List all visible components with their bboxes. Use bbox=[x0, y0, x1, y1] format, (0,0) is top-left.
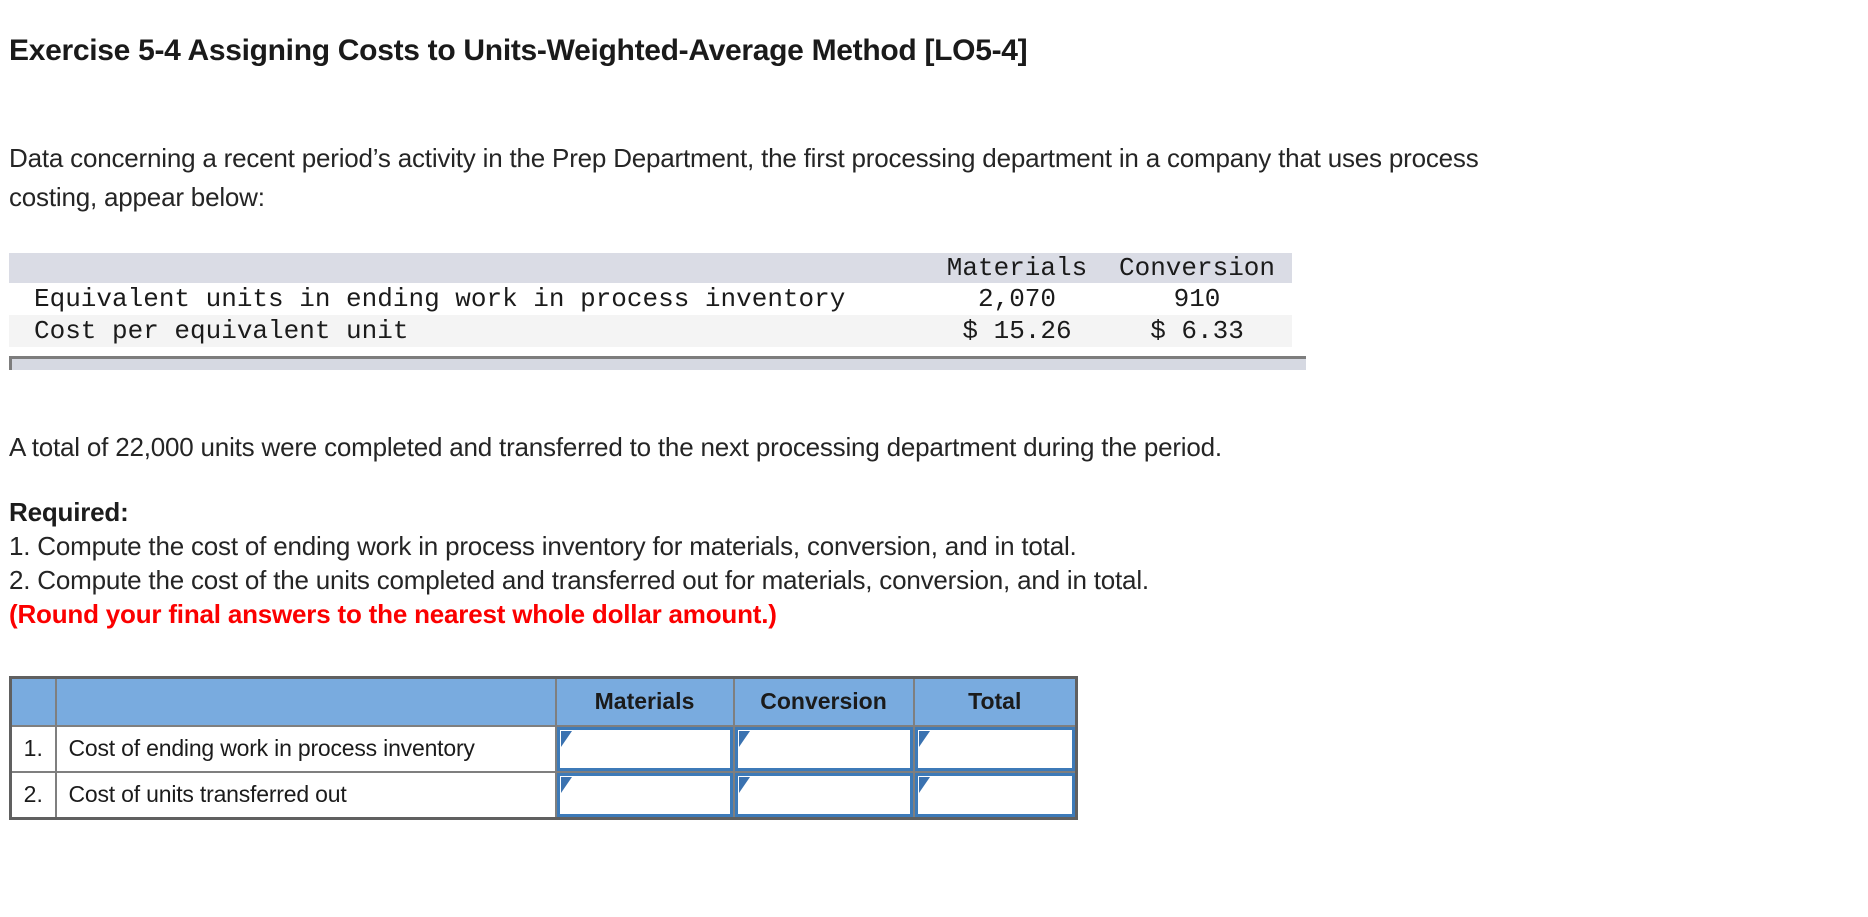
materials-value: 2,070 bbox=[977, 284, 1056, 314]
required-item-1: 1. Compute the cost of ending work in pr… bbox=[9, 531, 1077, 561]
answer-table: Materials Conversion Total 1. Cost of en… bbox=[9, 676, 1078, 820]
answer-flag-icon bbox=[738, 730, 750, 747]
answer-cell bbox=[554, 770, 735, 819]
answer-row-1: 1. Cost of ending work in process invent… bbox=[9, 724, 1078, 773]
page-title: Exercise 5-4 Assigning Costs to Units-We… bbox=[9, 34, 1028, 67]
horizontal-scrollbar[interactable] bbox=[9, 356, 1306, 370]
given-data-header-materials: Materials bbox=[932, 253, 1102, 283]
given-data-header-conversion: Conversion bbox=[1102, 253, 1292, 283]
answer-cell bbox=[912, 770, 1078, 819]
answer-flag-icon bbox=[738, 776, 750, 793]
answer-cell bbox=[732, 770, 915, 819]
table-row: Equivalent units in ending work in proce… bbox=[9, 283, 1292, 315]
answer-flag-icon bbox=[918, 730, 930, 747]
answer-row-label: Cost of ending work in process inventory bbox=[54, 724, 557, 773]
answer-row-number: 1. bbox=[9, 724, 57, 773]
rounding-note: (Round your final answers to the nearest… bbox=[9, 599, 777, 629]
answer-flag-icon bbox=[560, 776, 572, 793]
answer-header-empty-desc bbox=[54, 676, 557, 727]
answer-cell bbox=[912, 724, 1078, 773]
table-row: Cost per equivalent unit $ 15.26 $ 6.33 bbox=[9, 315, 1292, 347]
answer-cell bbox=[554, 724, 735, 773]
answer-header-materials: Materials bbox=[554, 676, 735, 727]
conversion-value: 910 bbox=[1173, 284, 1221, 314]
materials-value: $ 15.26 bbox=[932, 315, 1102, 347]
answer-input-1-conversion[interactable] bbox=[734, 726, 913, 771]
answer-header-conversion: Conversion bbox=[732, 676, 915, 727]
answer-input-2-materials[interactable] bbox=[556, 772, 733, 817]
total-units-text: A total of 22,000 units were completed a… bbox=[9, 432, 1222, 462]
given-data-header-row: Materials Conversion bbox=[9, 253, 1292, 283]
answer-row-2: 2. Cost of units transferred out bbox=[9, 770, 1078, 819]
row-label: Cost per equivalent unit bbox=[9, 315, 932, 347]
answer-row-label: Cost of units transferred out bbox=[54, 770, 557, 819]
required-item-2: 2. Compute the cost of the units complet… bbox=[9, 565, 1149, 595]
exercise-page: Exercise 5-4 Assigning Costs to Units-We… bbox=[0, 33, 1868, 820]
intro-line: costing, appear below: bbox=[9, 182, 265, 212]
required-label: Required: bbox=[9, 497, 129, 527]
answer-header-total: Total bbox=[912, 676, 1078, 727]
answer-table-header-row: Materials Conversion Total bbox=[9, 676, 1078, 727]
conversion-value: $ 6.33 bbox=[1102, 315, 1292, 347]
intro-paragraph: Data concerning a recent period’s activi… bbox=[9, 139, 1868, 217]
answer-row-number: 2. bbox=[9, 770, 57, 819]
answer-flag-icon bbox=[918, 776, 930, 793]
answer-input-2-total[interactable] bbox=[914, 772, 1075, 817]
answer-input-2-conversion[interactable] bbox=[734, 772, 913, 817]
intro-line: Data concerning a recent period’s activi… bbox=[9, 143, 1479, 173]
answer-flag-icon bbox=[560, 730, 572, 747]
answer-input-1-materials[interactable] bbox=[556, 726, 733, 771]
row-label: Equivalent units in ending work in proce… bbox=[34, 284, 846, 314]
answer-input-1-total[interactable] bbox=[914, 726, 1075, 771]
given-data-header-empty bbox=[9, 253, 932, 283]
given-data-region: Materials Conversion Equivalent units in… bbox=[9, 253, 1309, 370]
answer-header-empty-num bbox=[9, 676, 57, 727]
given-data-table: Materials Conversion Equivalent units in… bbox=[9, 253, 1292, 347]
required-section: Required: 1. Compute the cost of ending … bbox=[9, 495, 1868, 631]
answer-cell bbox=[732, 724, 915, 773]
